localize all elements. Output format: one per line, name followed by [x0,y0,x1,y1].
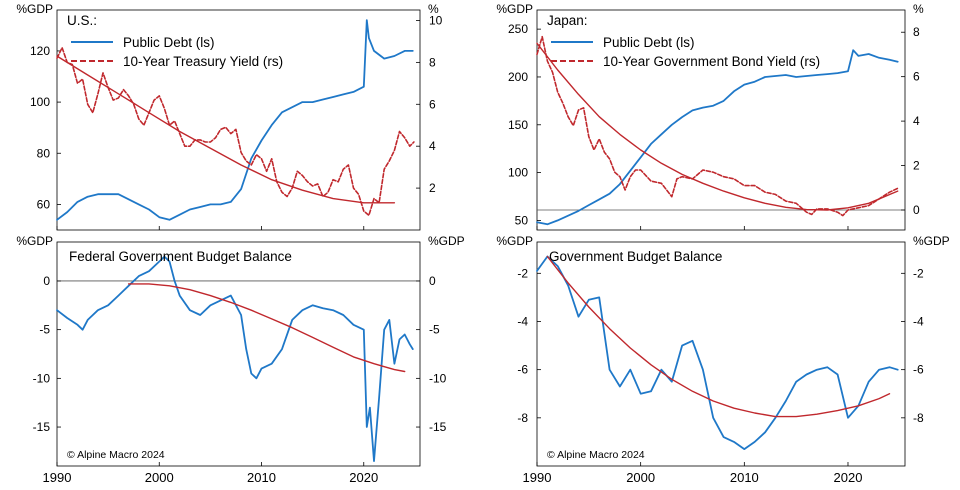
plot-frame [56,241,421,467]
left-tick-label: 200 [508,70,528,84]
panel-title: U.S.: [67,13,97,28]
right-tick-label: 2 [913,159,920,173]
left-tick-label: 50 [515,213,529,227]
legend-label-yield: 10-Year Government Bond Yield (rs) [603,54,820,69]
left-tick-label: 150 [508,118,528,132]
panel-us_bottom: %GDP %GDP 0 -5 -10 -15 0 -5 -10 -15 1990 2000 2010 20… [16,234,464,485]
plot-frame [56,9,421,231]
left-axis-unit: %GDP [496,2,533,16]
legend-label-debt: Public Debt (ls) [603,35,695,50]
right-tick-label: 0 [913,203,920,217]
x-tick-label: 2020 [349,470,378,485]
x-tick-label: 2010 [730,470,759,485]
panel-us_top: %GDP % 60 80 100 120 2 4 6 8 10 U.S.: Public Debt (l… [16,2,443,231]
left-tick-label: 250 [508,22,528,36]
legend-label-yield: 10-Year Treasury Yield (rs) [123,54,283,69]
left-tick-label: -8 [517,411,528,425]
debt-line [56,19,414,221]
right-axis-unit: %GDP [913,234,950,248]
left-tick-label: 100 [30,95,50,109]
right-tick-label: -5 [429,323,440,337]
panel-title: Government Budget Balance [549,249,722,264]
legend-label-debt: Public Debt (ls) [123,35,215,50]
debt-line [536,49,899,226]
left-axis-unit: %GDP [16,234,53,248]
left-tick-label: -10 [33,371,51,385]
right-tick-label: 4 [913,114,920,128]
balance-line [56,255,414,463]
right-tick-label: 10 [429,13,443,27]
credit-label: © Alpine Macro 2024 [67,449,165,461]
credit-label: © Alpine Macro 2024 [547,449,645,461]
left-tick-label: 100 [508,166,528,180]
x-tick-label: 2010 [247,470,276,485]
left-tick-label: 80 [37,146,51,160]
right-tick-label: 6 [913,70,920,84]
right-tick-label: 6 [429,97,436,111]
right-tick-label: -6 [913,363,924,377]
panel-japan_bottom: %GDP %GDP -2 -4 -6 -8 -2 -4 -6 -8 1990 2000 2010 2020… [496,234,949,485]
x-tick-label: 2000 [145,470,174,485]
right-tick-label: 8 [913,25,920,39]
left-axis-unit: %GDP [16,2,53,16]
left-tick-label: -2 [517,266,528,280]
left-tick-label: 0 [43,274,50,288]
balance-line [536,255,899,451]
right-tick-label: -8 [913,411,924,425]
right-axis-unit: % [428,2,439,16]
right-tick-label: 8 [429,55,436,69]
trend-line [127,283,406,373]
right-axis-unit: %GDP [428,234,465,248]
left-tick-label: 60 [37,197,51,211]
right-tick-label: 2 [429,181,436,195]
left-tick-label: -5 [39,323,50,337]
left-tick-label: -4 [517,314,528,328]
left-tick-label: -6 [517,363,528,377]
x-tick-label: 1990 [43,470,72,485]
panel-title: Federal Government Budget Balance [69,249,292,264]
trend-line [536,42,899,211]
left-tick-label: 120 [30,44,50,58]
x-tick-label: 2000 [626,470,655,485]
plot-frame [536,241,906,467]
yield-line [56,46,415,217]
left-axis-unit: %GDP [496,234,533,248]
left-tick-label: -15 [33,420,51,434]
right-tick-label: -15 [429,420,447,434]
trend-line [546,255,891,418]
right-tick-label: 4 [429,139,436,153]
trend-line [56,55,396,204]
yield-line [536,35,900,217]
plot-frame [536,9,906,231]
right-tick-label: -10 [429,371,447,385]
x-tick-label: 1990 [523,470,552,485]
right-axis-unit: % [913,2,924,16]
panel-title: Japan: [547,13,588,28]
right-tick-label: -2 [913,266,924,280]
right-tick-label: 0 [429,274,436,288]
panel-japan_top: %GDP % 50 100 150 200 250 0 2 4 6 8 Japan: Public Deb… [496,2,924,231]
x-tick-label: 2020 [834,470,863,485]
right-tick-label: -4 [913,314,924,328]
